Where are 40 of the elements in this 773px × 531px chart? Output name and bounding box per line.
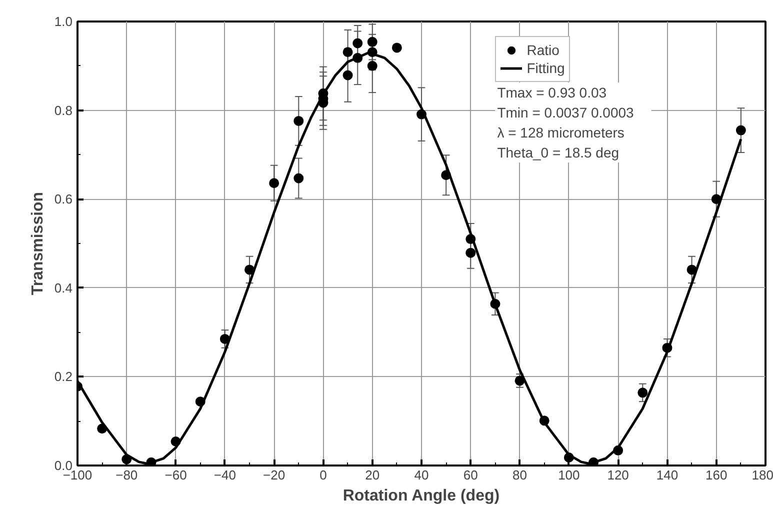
y-tick-label: 1.0 xyxy=(54,14,73,29)
point xyxy=(367,36,378,47)
x-tick-label: 20 xyxy=(365,468,380,482)
point xyxy=(269,178,280,188)
x-tick-label: 60 xyxy=(463,468,478,482)
x-tick-label: −20 xyxy=(263,468,286,482)
point xyxy=(367,60,378,71)
y-tick-label: 0.6 xyxy=(54,192,73,207)
point xyxy=(352,38,363,48)
x-tick-label: 160 xyxy=(706,468,728,482)
legend-label: Fitting xyxy=(526,59,565,78)
x-axis-title: Rotation Angle (deg) xyxy=(342,488,500,504)
x-tick-label: 100 xyxy=(558,468,580,482)
annotation: Tmax = 0.93 0.03 xyxy=(497,84,607,101)
annotation: Tmin = 0.0037 0.0003 xyxy=(497,104,634,121)
x-tick-label: −80 xyxy=(116,468,138,482)
point xyxy=(294,116,304,126)
x-tick-label: 180 xyxy=(752,468,773,482)
annotation: λ = 128 micrometers xyxy=(497,124,624,140)
legend-label: Ratio xyxy=(526,41,560,60)
y-tick-label: 0.2 xyxy=(54,369,73,384)
point xyxy=(392,42,402,53)
point xyxy=(638,388,648,398)
point xyxy=(294,173,304,184)
x-tick-label: −40 xyxy=(214,468,236,482)
x-tick-label: −60 xyxy=(164,468,187,482)
x-tick-label: 120 xyxy=(607,468,629,482)
x-tick-label: 140 xyxy=(656,468,678,482)
y-tick-label: 0.0 xyxy=(54,458,73,473)
y-axis-title: Transmission xyxy=(29,192,46,296)
x-tick-label: 0 xyxy=(320,468,327,482)
y-tick-label: 0.4 xyxy=(54,280,73,296)
x-tick-label: 80 xyxy=(512,468,528,482)
point xyxy=(736,125,746,136)
point xyxy=(342,70,353,80)
y-tick-label: 0.8 xyxy=(54,102,73,118)
x-tick-label: 40 xyxy=(414,468,429,482)
point xyxy=(466,248,476,258)
annotation: Theta_0 = 18.5 deg xyxy=(497,144,620,160)
point xyxy=(342,47,353,58)
